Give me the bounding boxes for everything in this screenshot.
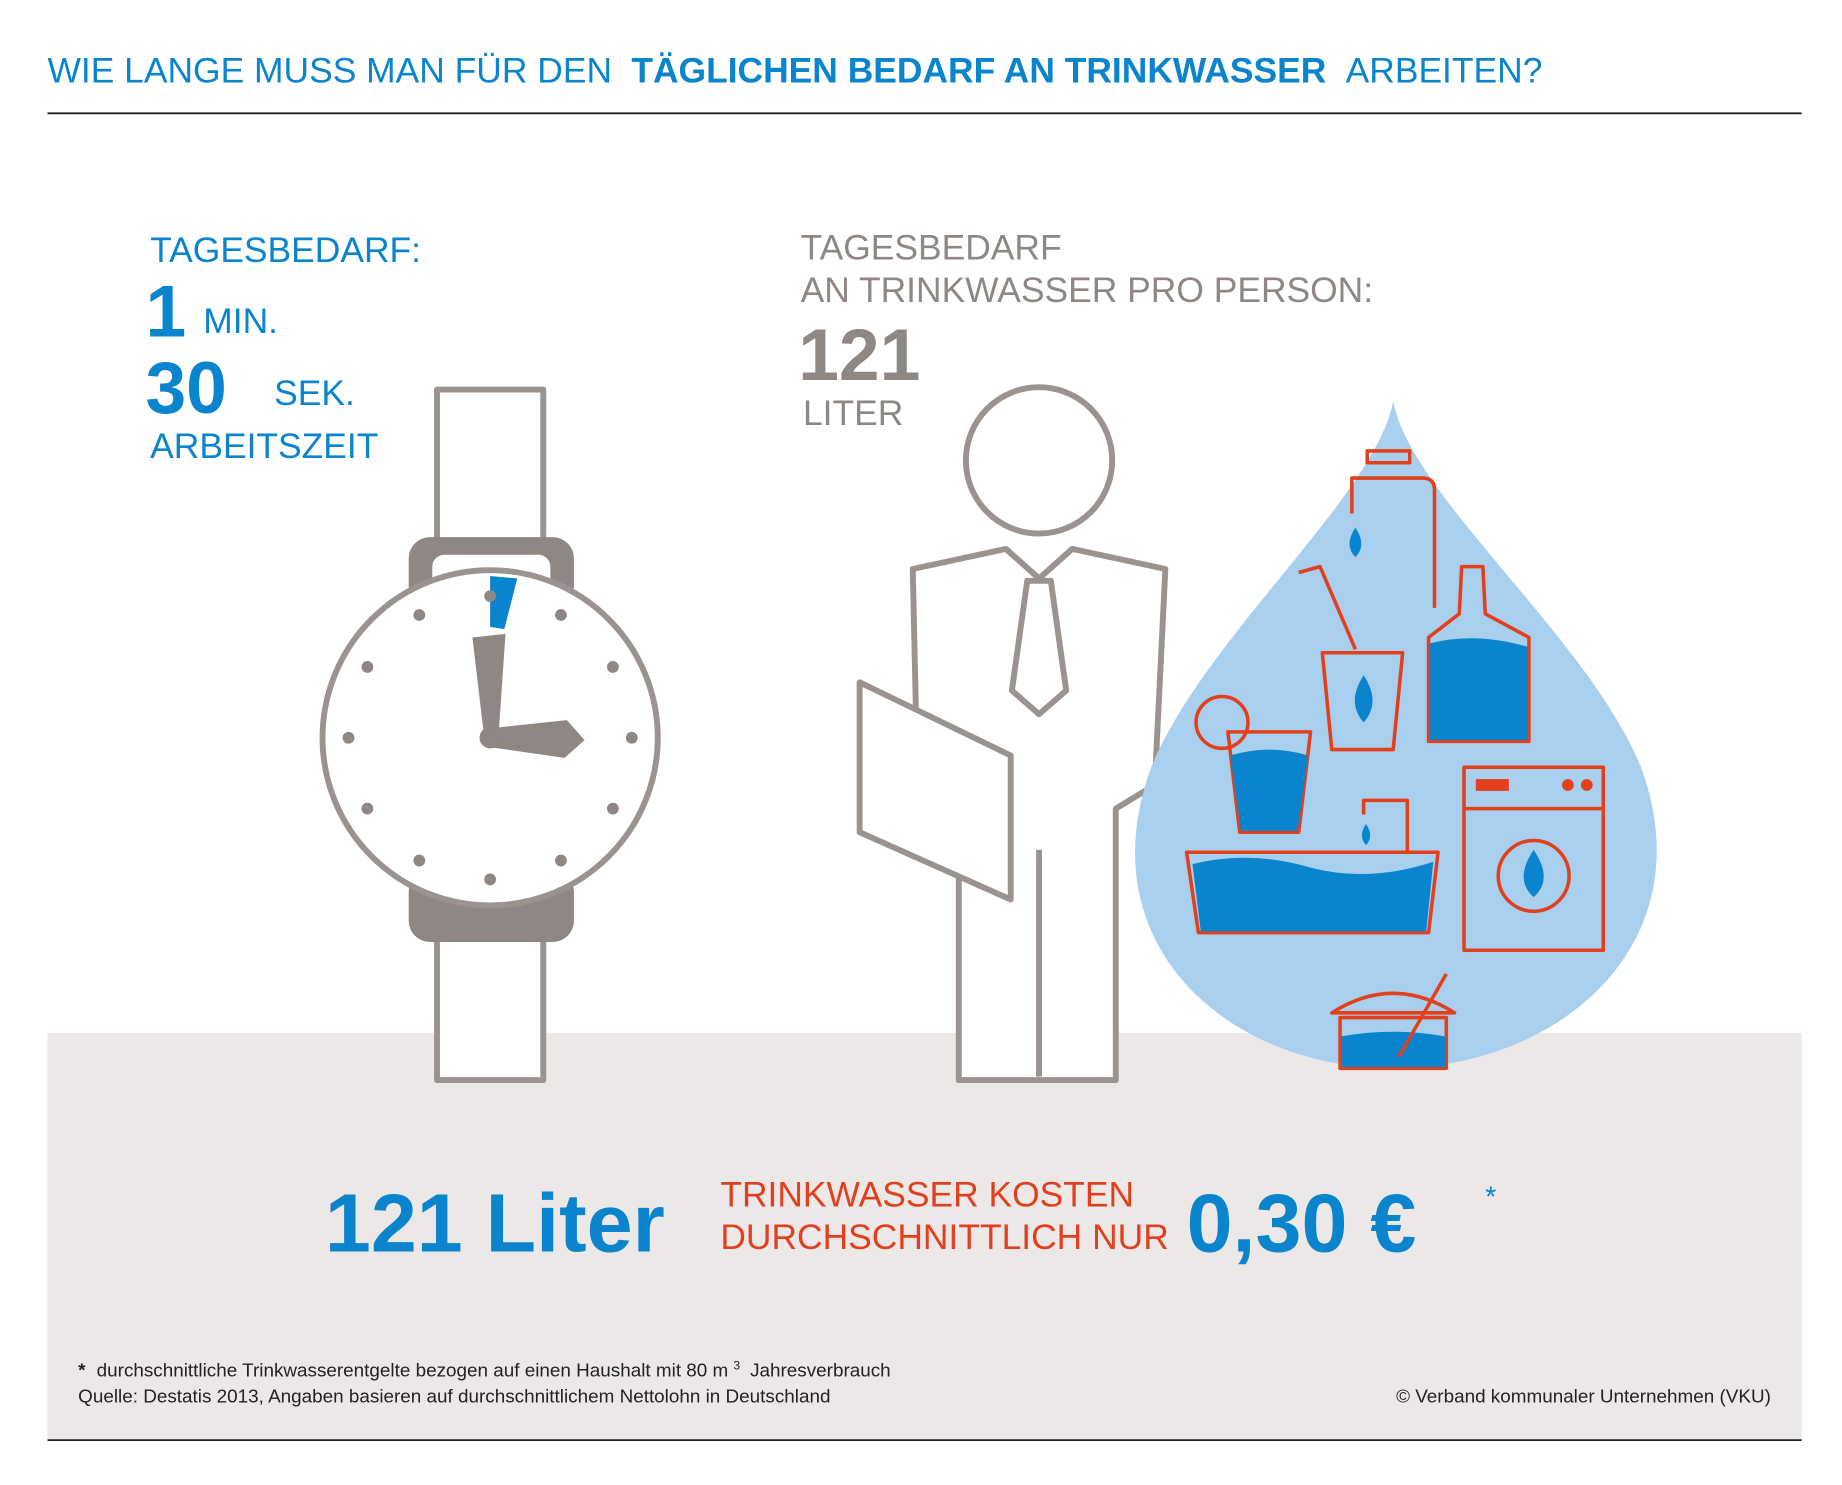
price-marker: * [1485, 1181, 1496, 1213]
water-drop-icon-part [1192, 857, 1434, 932]
water-drop-icon-part [1350, 476, 1437, 608]
water-drop-icon-part [1426, 564, 1531, 744]
watch-icon [319, 386, 661, 1084]
summary-price: 0,30 € [1187, 1176, 1417, 1269]
seconds-unit: SEK. [274, 373, 355, 413]
water-drop-icon-part [1184, 850, 1440, 935]
water-drop-icon [1135, 401, 1657, 1071]
water-label: TAGESBEDARF [801, 228, 1062, 268]
person-icon-part [962, 384, 1116, 537]
summary-text: TRINKWASSER KOSTEN [720, 1174, 1134, 1214]
water-drop-icon-part [1341, 1031, 1446, 1068]
water-drop-icon-part [1561, 779, 1574, 791]
water-unit: LITER [803, 393, 903, 433]
title: WIE LANGE MUSS MAN FÜR DEN TÄGLICHEN BED… [47, 51, 1542, 91]
water-drop-icon-part [1361, 798, 1410, 853]
water-amount: 121 [798, 314, 920, 396]
water-drop-icon-part [1226, 730, 1313, 834]
watch-icon-part-part [479, 727, 501, 749]
source: Quelle: Destatis 2013, Angaben basieren … [78, 1386, 830, 1407]
watch-icon-part-part [607, 661, 619, 673]
title-part: ARBEITEN? [1346, 51, 1543, 91]
seconds: 30 [145, 347, 226, 429]
water-label: AN TRINKWASSER PRO PERSON: [801, 270, 1373, 310]
watch-icon-part-part [472, 633, 506, 738]
watch-icon-part-part [607, 802, 619, 815]
title-part: WIE LANGE MUSS MAN FÜR DEN [47, 51, 612, 91]
water-drop-icon-part [1230, 749, 1309, 832]
work-label: TAGESBEDARF: [150, 230, 421, 270]
summary-amount: 121 Liter [325, 1176, 665, 1269]
footnote-superscript: 3 [734, 1358, 741, 1372]
watch-icon-part-part [484, 873, 497, 886]
water-drop-icon-part [1361, 823, 1371, 846]
watch-icon-part-part [490, 720, 585, 758]
watch-icon-part-part [342, 731, 355, 744]
water-drop-icon-part [1349, 527, 1362, 558]
work-caption: ARBEITSZEIT [150, 426, 378, 466]
water-drop-icon-part [1320, 651, 1405, 752]
water-drop-icon-part [1496, 838, 1571, 914]
bottom-band [47, 1032, 1802, 1441]
water-drop-icon-part [1580, 779, 1593, 791]
person-icon [856, 384, 1169, 1084]
water-drop-icon-part [1330, 991, 1457, 1015]
person-icon-part [1008, 577, 1070, 718]
person-icon-part [856, 679, 1014, 903]
summary-text: DURCHSCHNITTLICH NUR [720, 1217, 1168, 1257]
title-emphasis: TÄGLICHEN BEDARF AN TRINKWASSER [631, 51, 1326, 91]
water-drop-icon-part [1354, 675, 1373, 723]
water-drop-icon-part [1194, 694, 1250, 751]
footnote-text: durchschnittliche Trinkwasserentgelte be… [97, 1360, 729, 1381]
water-drop-icon-part [1298, 564, 1358, 650]
watch-icon-part-part [555, 609, 567, 621]
watch-icon-part-part [413, 854, 426, 867]
watch-icon-part-part [361, 802, 374, 815]
watch-icon-part-part [361, 661, 374, 673]
watch-icon-part-part [413, 609, 426, 621]
water-drop-icon-part [1429, 638, 1528, 741]
copyright: © Verband kommunaler Unternehmen (VKU) [1396, 1386, 1771, 1407]
watch-icon-part-part [555, 854, 567, 867]
minutes: 1 [145, 270, 186, 352]
water-drop-icon-part [1475, 779, 1509, 791]
water-drop-icon-part [1338, 1015, 1449, 1071]
water-drop-icon-part [1523, 849, 1544, 898]
watch-icon-part-part [625, 731, 638, 744]
footnote-text: Jahresverbrauch [750, 1360, 891, 1381]
watch-icon-part-part [484, 590, 497, 603]
water-drop-icon-part [1365, 449, 1412, 465]
watch-icon-part [342, 590, 638, 886]
water-drop-icon-part [1397, 972, 1448, 1058]
footnote-marker: * [78, 1360, 86, 1381]
minutes-unit: MIN. [203, 301, 278, 341]
watch-icon-part [490, 576, 518, 630]
water-drop-icon-part [1462, 765, 1606, 953]
footnote: * durchschnittliche Trinkwasserentgelte … [78, 1353, 891, 1381]
